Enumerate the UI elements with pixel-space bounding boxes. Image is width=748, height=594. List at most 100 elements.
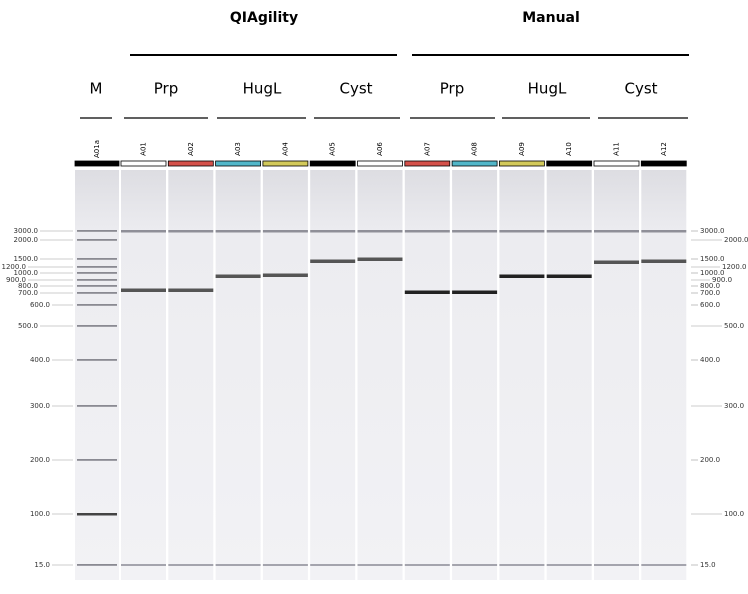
- lane-color-bar: [121, 161, 166, 166]
- band: [594, 261, 639, 265]
- band: [310, 564, 355, 566]
- sample-label: HugL: [243, 80, 282, 98]
- sample-label: Cyst: [624, 80, 657, 98]
- band: [263, 274, 308, 278]
- ladder-band: [77, 459, 117, 461]
- size-label-left: 3000.0: [14, 227, 39, 235]
- lane-color-bar: [499, 161, 544, 166]
- lane-label: A02: [187, 142, 195, 156]
- band: [547, 230, 592, 233]
- ladder-band: [77, 325, 117, 327]
- ladder-band: [77, 258, 117, 260]
- size-label-left: 700.0: [18, 289, 38, 297]
- lane-color-bar: [216, 161, 261, 166]
- ladder-band: [77, 304, 117, 306]
- lane-label: A04: [281, 142, 289, 156]
- size-label-left: 500.0: [18, 322, 38, 330]
- band: [499, 275, 544, 279]
- ladder-band: [77, 266, 117, 268]
- band: [121, 289, 166, 293]
- sample-label: HugL: [528, 80, 567, 98]
- size-label-right: 700.0: [700, 289, 720, 297]
- size-label-right: 300.0: [724, 402, 744, 410]
- size-label-right: 2000.0: [724, 236, 748, 244]
- lane-label: A10: [565, 142, 573, 156]
- band: [168, 564, 213, 566]
- lane-color-bar: [452, 161, 497, 166]
- lane-color-bar: [168, 161, 213, 166]
- band: [405, 564, 450, 566]
- size-label-right: 200.0: [700, 456, 720, 464]
- ladder-band: [77, 279, 117, 281]
- band: [310, 260, 355, 264]
- band: [405, 291, 450, 295]
- lane-label: A09: [518, 142, 526, 156]
- lane-label: A11: [613, 142, 621, 156]
- lane-color-bar: [310, 161, 355, 166]
- lane-color-bar: [594, 161, 639, 166]
- band: [121, 564, 166, 566]
- gel-figure: QIAgility Manual MPrpHugLCystPrpHugLCyst…: [0, 0, 748, 590]
- band: [641, 230, 686, 233]
- band: [168, 230, 213, 233]
- ladder-band: [77, 513, 117, 516]
- group-title: Manual: [522, 10, 580, 26]
- lane-color-bar: [547, 161, 592, 166]
- band: [547, 564, 592, 566]
- lane-label: A03: [234, 142, 242, 156]
- band: [263, 230, 308, 233]
- lane-color-bar: [263, 161, 308, 166]
- lane-label: A08: [471, 142, 479, 156]
- lane-label: A05: [329, 142, 337, 156]
- band: [452, 291, 497, 295]
- ladder-band: [77, 230, 117, 232]
- ladder-band: [77, 405, 117, 407]
- band: [168, 289, 213, 293]
- ladder-band: [77, 272, 117, 274]
- lane-label: A01: [140, 142, 148, 156]
- lane-color-bar: [405, 161, 450, 166]
- size-label-left: 300.0: [30, 402, 50, 410]
- size-label-right: 1500.0: [700, 255, 725, 263]
- band: [263, 564, 308, 566]
- band: [358, 564, 403, 566]
- size-label-left: 400.0: [30, 356, 50, 364]
- band: [216, 564, 261, 566]
- ladder-band: [77, 239, 117, 241]
- band: [594, 564, 639, 566]
- size-label-right: 400.0: [700, 356, 720, 364]
- ladder-band: [77, 292, 117, 294]
- size-label-left: 1500.0: [14, 255, 39, 263]
- lane-color-bar: [75, 161, 119, 166]
- band: [594, 230, 639, 233]
- size-label-right: 100.0: [724, 510, 744, 518]
- band: [641, 260, 686, 264]
- ladder-band: [77, 285, 117, 287]
- band: [547, 275, 592, 279]
- lane-label: A06: [376, 142, 384, 156]
- size-label-left: 2000.0: [14, 236, 39, 244]
- band: [358, 258, 403, 262]
- band: [499, 564, 544, 566]
- size-label-left: 100.0: [30, 510, 50, 518]
- size-label-right: 3000.0: [700, 227, 725, 235]
- sample-label: M: [90, 80, 103, 98]
- size-label-right: 1200.0: [722, 263, 747, 271]
- size-label-left: 600.0: [30, 301, 50, 309]
- ladder-band: [77, 564, 117, 566]
- lane-label: A12: [660, 142, 668, 156]
- sample-label: Prp: [154, 80, 178, 98]
- lane-color-bar: [641, 161, 686, 166]
- band: [216, 230, 261, 233]
- sample-label: Prp: [440, 80, 464, 98]
- band: [499, 230, 544, 233]
- lane-label: A01a: [93, 140, 101, 158]
- lane-color-bar: [358, 161, 403, 166]
- band: [452, 230, 497, 233]
- band: [641, 564, 686, 566]
- size-label-right: 600.0: [700, 301, 720, 309]
- sample-label: Cyst: [339, 80, 372, 98]
- lane-label: A07: [423, 142, 431, 156]
- size-label-right: 500.0: [724, 322, 744, 330]
- band: [121, 230, 166, 233]
